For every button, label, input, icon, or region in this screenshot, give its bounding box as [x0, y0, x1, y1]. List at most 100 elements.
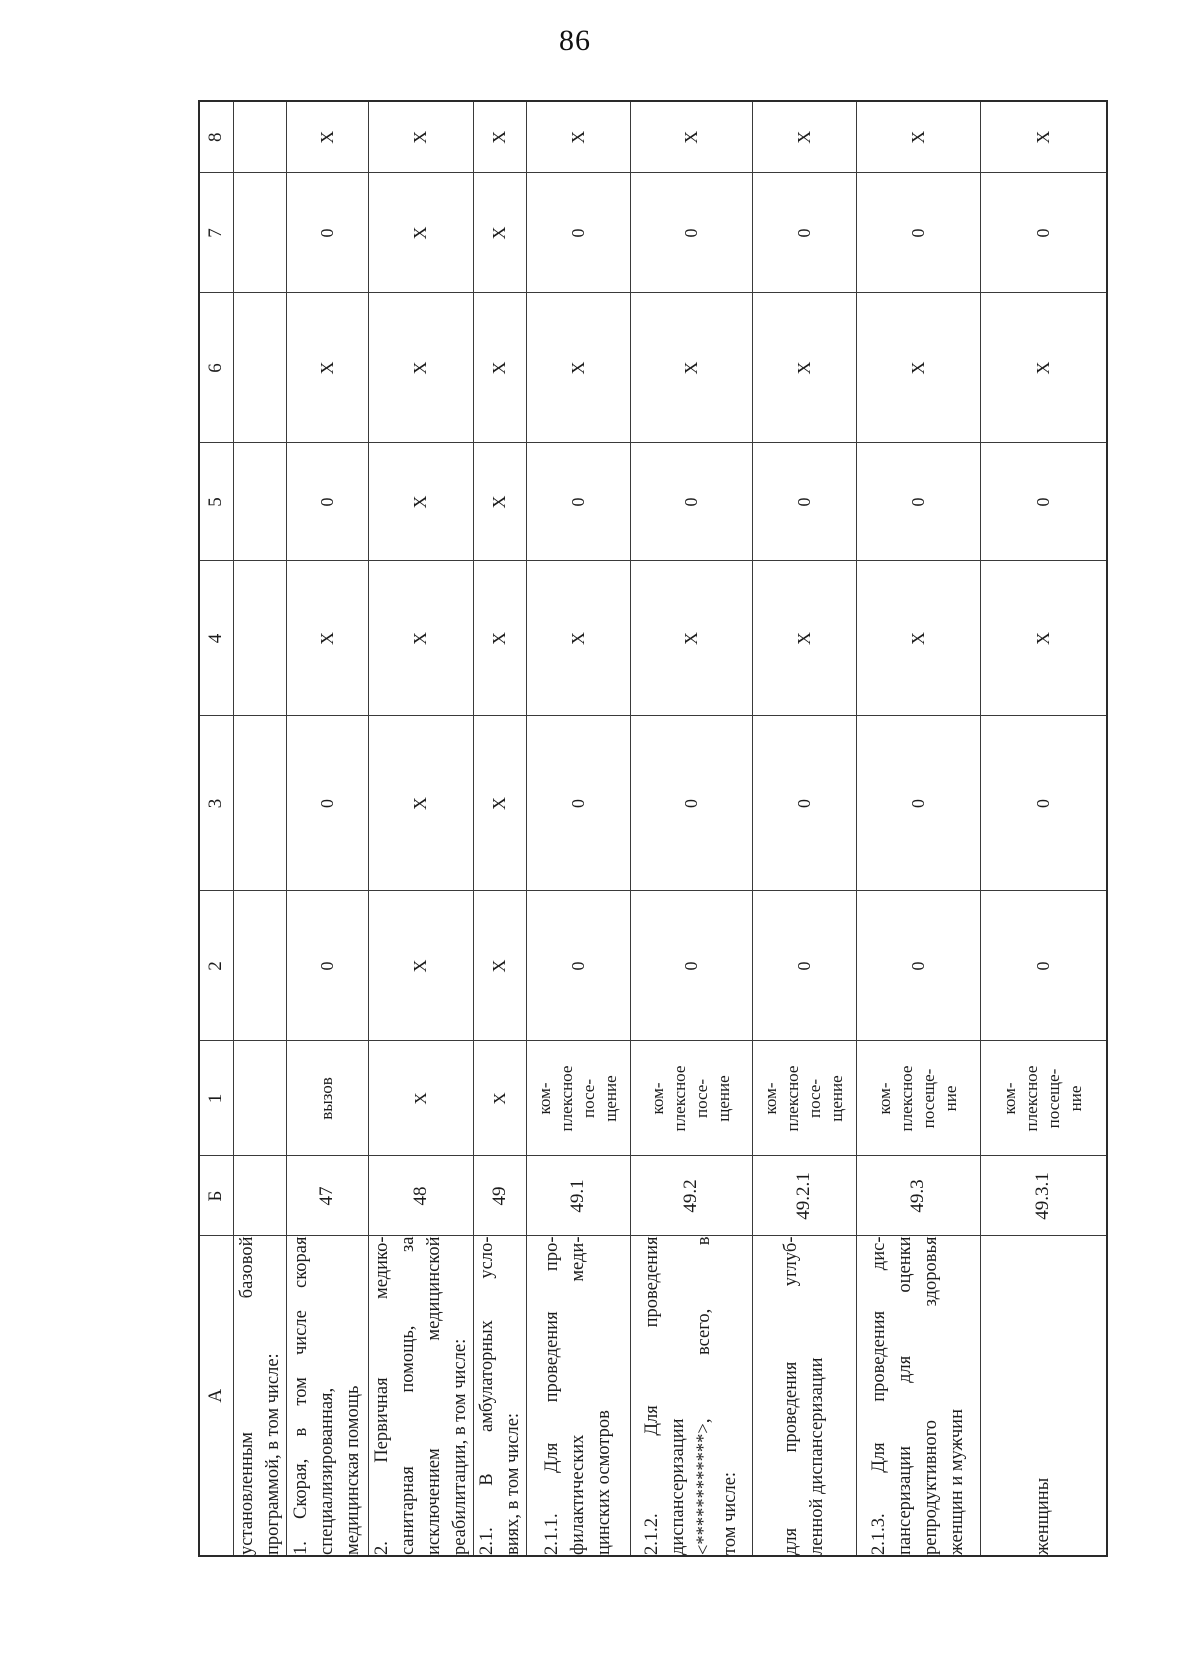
row-label-line: исключением медицинской	[423, 1236, 444, 1556]
value-cell	[233, 443, 286, 561]
value-cell	[233, 561, 286, 716]
value-cell: 0	[856, 173, 980, 293]
row-code-cell: 49.2.1	[752, 1156, 856, 1236]
unit-cell: ком-плексное посе-щение	[526, 1041, 630, 1156]
unit-line: ком-	[1000, 1082, 1020, 1115]
value-cell: 0	[980, 443, 1107, 561]
value-cell: 0	[630, 173, 752, 293]
unit-cell: X	[368, 1041, 473, 1156]
value-cell: X	[752, 101, 856, 173]
value-cell	[233, 101, 286, 173]
unit-line: ние	[941, 1085, 960, 1112]
value-cell: 0	[980, 716, 1107, 891]
value-cell: X	[980, 101, 1107, 173]
value-cell: 0	[856, 891, 980, 1041]
header-cell-8: 8	[199, 101, 233, 173]
value-cell: X	[526, 561, 630, 716]
value-cell: 0	[752, 716, 856, 891]
unit-cell: вызов	[286, 1041, 368, 1156]
value-cell	[233, 891, 286, 1041]
row-label-line: программой, в том числе:	[262, 1353, 283, 1555]
unit-line: X	[410, 1092, 430, 1105]
unit-line: ком-	[761, 1082, 780, 1115]
value-cell: 0	[526, 891, 630, 1041]
row-code-cell: 48	[368, 1156, 473, 1236]
header-cell-2: 2	[199, 891, 233, 1041]
unit-line: плексное	[897, 1065, 916, 1132]
row-label-cell: 2.1.3. Для проведения дис-пансеризации д…	[856, 1236, 980, 1556]
value-cell: X	[630, 293, 752, 443]
table-row: установленным базовой программой, в том ч…	[233, 101, 286, 1556]
table-row: 1. Скорая, в том числе скорая специализир…	[286, 101, 368, 1556]
row-label-line: для проведения углуб-	[781, 1236, 801, 1556]
value-cell: X	[286, 293, 368, 443]
value-cell: 0	[630, 891, 752, 1041]
value-cell: X	[473, 101, 526, 173]
value-cell: X	[368, 716, 473, 891]
unit-line: X	[489, 1092, 509, 1105]
value-cell: X	[856, 561, 980, 716]
row-label-line: 2.1.1. Для проведения про-	[542, 1236, 562, 1556]
table-row: 2.1. В амбулаторных усло-виях, в том чис…	[473, 101, 526, 1556]
row-code-cell: 49.3	[856, 1156, 980, 1236]
value-cell: X	[856, 293, 980, 443]
unit-cell: ком-плексное посе-щение	[752, 1041, 856, 1156]
value-cell: 0	[752, 443, 856, 561]
header-cell-Б: Б	[199, 1156, 233, 1236]
unit-line: щение	[601, 1075, 620, 1122]
unit-line: посе-	[579, 1079, 598, 1118]
row-label-cell: 2. Первичная медико-санитарная помощь, з…	[368, 1236, 473, 1556]
value-cell: X	[752, 561, 856, 716]
value-cell: 0	[526, 716, 630, 891]
header-cell-7: 7	[199, 173, 233, 293]
value-cell: X	[368, 101, 473, 173]
value-cell	[233, 716, 286, 891]
row-label-line: репродуктивного здоровья	[921, 1236, 941, 1556]
unit-line: щение	[827, 1075, 846, 1122]
header-cell-4: 4	[199, 561, 233, 716]
row-label-cell: женщины	[980, 1236, 1107, 1556]
row-label-line: 2. Первичная медико-	[371, 1236, 392, 1556]
unit-line: ние	[1066, 1085, 1086, 1112]
unit-line: вызов	[317, 1077, 336, 1120]
value-cell: X	[368, 561, 473, 716]
unit-line: посеще-	[919, 1068, 938, 1129]
unit-line: ком-	[535, 1082, 554, 1115]
row-code-cell: 47	[286, 1156, 368, 1236]
row-code-cell: 49.3.1	[980, 1156, 1107, 1236]
value-cell: X	[526, 293, 630, 443]
table-row: 2.1.1. Для проведения про-филактических …	[526, 101, 630, 1556]
row-label-line: том числе:	[720, 1471, 740, 1555]
row-label-cell: для проведения углуб-ленной диспансериза…	[752, 1236, 856, 1556]
value-cell: X	[286, 561, 368, 716]
value-cell: X	[473, 561, 526, 716]
value-cell: X	[473, 716, 526, 891]
value-cell: 0	[286, 443, 368, 561]
value-cell	[233, 293, 286, 443]
value-cell: X	[368, 443, 473, 561]
value-cell: X	[473, 293, 526, 443]
unit-line: плексное	[783, 1065, 802, 1132]
value-cell: X	[473, 173, 526, 293]
value-cell	[233, 173, 286, 293]
row-code-cell: 49.1	[526, 1156, 630, 1236]
value-cell: X	[630, 561, 752, 716]
table-row: женщины 49.3.1 ком-плексное посеще-ние 0 0 X 0 X…	[980, 101, 1107, 1556]
row-label-line: виях, в том числе:	[502, 1412, 523, 1555]
unit-line: посе-	[692, 1079, 711, 1118]
row-label-line: 1. Скорая, в том числе скорая	[291, 1236, 311, 1556]
value-cell: X	[526, 101, 630, 173]
unit-line: плексное	[670, 1065, 689, 1132]
value-cell: 0	[286, 891, 368, 1041]
value-cell: 0	[856, 716, 980, 891]
page-number: 86	[559, 24, 591, 57]
header-cell-А: А	[199, 1236, 233, 1556]
unit-cell: ком-плексное посеще-ние	[980, 1041, 1107, 1156]
value-cell: 0	[630, 716, 752, 891]
unit-line: ком-	[875, 1082, 894, 1115]
unit-line: посеще-	[1044, 1068, 1064, 1129]
row-label-line: диспансеризации	[668, 1418, 688, 1555]
table-row: 2.1.3. Для проведения дис-пансеризации д…	[856, 101, 980, 1556]
value-cell: X	[473, 891, 526, 1041]
